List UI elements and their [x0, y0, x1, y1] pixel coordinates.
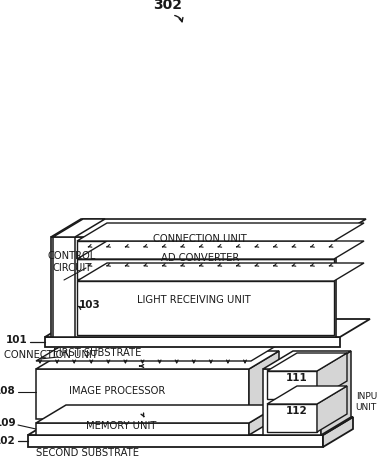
- Text: AD CONVERTER: AD CONVERTER: [161, 253, 239, 263]
- Polygon shape: [267, 386, 347, 404]
- Text: IMAGE PROCESSOR: IMAGE PROCESSOR: [69, 387, 165, 396]
- Polygon shape: [249, 351, 279, 419]
- Polygon shape: [317, 386, 347, 432]
- Text: MEMORY UNIT: MEMORY UNIT: [86, 421, 157, 431]
- Text: FIRST SUBSTRATE: FIRST SUBSTRATE: [53, 348, 141, 358]
- Polygon shape: [317, 353, 347, 399]
- Polygon shape: [249, 405, 279, 435]
- Polygon shape: [263, 369, 321, 435]
- Text: 108: 108: [0, 387, 16, 396]
- Polygon shape: [323, 417, 353, 447]
- Text: LIGHT RECEIVING UNIT: LIGHT RECEIVING UNIT: [137, 295, 251, 305]
- Polygon shape: [36, 343, 281, 361]
- Polygon shape: [77, 223, 364, 241]
- Text: 102: 102: [0, 436, 16, 446]
- Text: CONNECTION UNIT: CONNECTION UNIT: [4, 350, 98, 360]
- Polygon shape: [77, 241, 334, 259]
- Polygon shape: [267, 353, 347, 371]
- Polygon shape: [28, 435, 323, 447]
- Text: CONNECTION UNIT: CONNECTION UNIT: [153, 234, 247, 244]
- Polygon shape: [45, 337, 340, 347]
- Text: 302: 302: [154, 0, 182, 12]
- Text: 109: 109: [0, 418, 16, 428]
- Polygon shape: [77, 259, 334, 279]
- Polygon shape: [53, 237, 75, 337]
- Polygon shape: [77, 281, 334, 335]
- Text: SECOND SUBSTRATE: SECOND SUBSTRATE: [36, 448, 139, 458]
- Polygon shape: [36, 423, 249, 435]
- Polygon shape: [321, 351, 351, 435]
- Polygon shape: [51, 219, 366, 237]
- Text: INPU
UNIT: INPU UNIT: [356, 392, 377, 413]
- Polygon shape: [77, 263, 364, 281]
- Text: CONTROL
CIRCUIT: CONTROL CIRCUIT: [48, 251, 96, 273]
- Polygon shape: [45, 319, 370, 337]
- Polygon shape: [36, 405, 279, 423]
- Polygon shape: [77, 241, 364, 259]
- Polygon shape: [51, 237, 336, 337]
- Polygon shape: [267, 371, 317, 399]
- Text: 111: 111: [286, 372, 308, 383]
- Polygon shape: [263, 351, 351, 369]
- Polygon shape: [36, 351, 279, 369]
- Polygon shape: [36, 369, 249, 419]
- Polygon shape: [28, 417, 353, 435]
- Text: 103: 103: [79, 300, 101, 310]
- Text: 112: 112: [286, 406, 308, 416]
- Text: 101: 101: [6, 335, 28, 345]
- Polygon shape: [267, 404, 317, 432]
- Polygon shape: [53, 219, 105, 237]
